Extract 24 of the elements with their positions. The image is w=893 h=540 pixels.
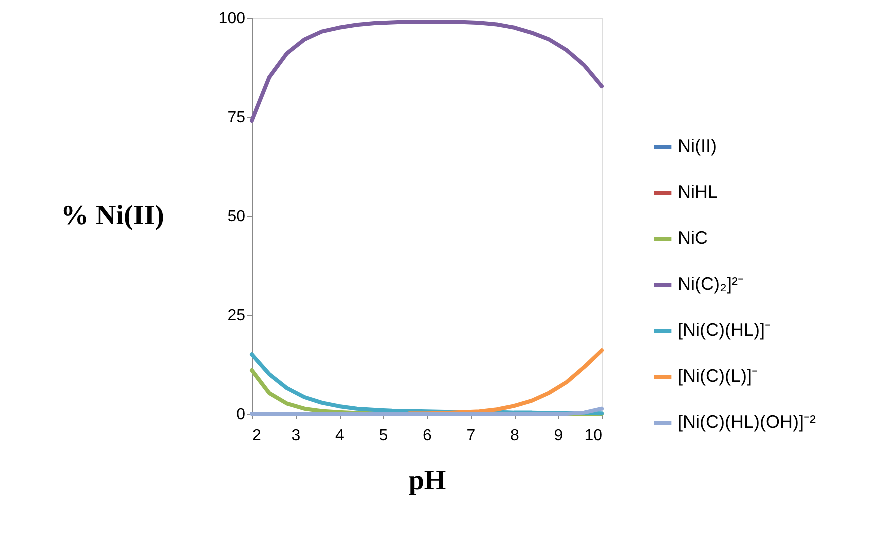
legend-label: Ni(II) (678, 136, 717, 156)
y-axis-title: % Ni(II) (61, 200, 164, 232)
legend-label: [Ni(C)(HL)(OH)]⁻² (678, 412, 816, 432)
x-tick-label: 10 (584, 428, 603, 444)
legend-label: NiC (678, 228, 708, 248)
x-tick-label: 5 (379, 428, 388, 444)
y-tick-label: 100 (218, 10, 246, 28)
x-axis-title: pH (408, 466, 446, 496)
legend-label: Ni(C)₂]²⁻ (678, 274, 744, 294)
x-tick-label: 9 (554, 428, 564, 444)
y-tick-label: 75 (228, 110, 246, 126)
y-tick-label: 50 (228, 208, 246, 226)
line-series (250, 20, 604, 123)
x-tick-label: 4 (336, 428, 345, 444)
x-tick-label: 7 (466, 428, 476, 444)
x-tick-label: 8 (510, 428, 520, 444)
x-tick-label: 2 (252, 428, 262, 444)
y-tick-label: 0 (236, 406, 246, 424)
legend-label: [Ni(C)(HL)]⁻ (678, 320, 771, 340)
y-tick-label: 25 (228, 308, 246, 324)
legend-label: [Ni(C)(L)]⁻ (678, 366, 758, 386)
x-tick-label: 3 (292, 428, 301, 444)
legend-label: NiHL (678, 182, 718, 202)
x-tick-label: 6 (423, 428, 432, 444)
